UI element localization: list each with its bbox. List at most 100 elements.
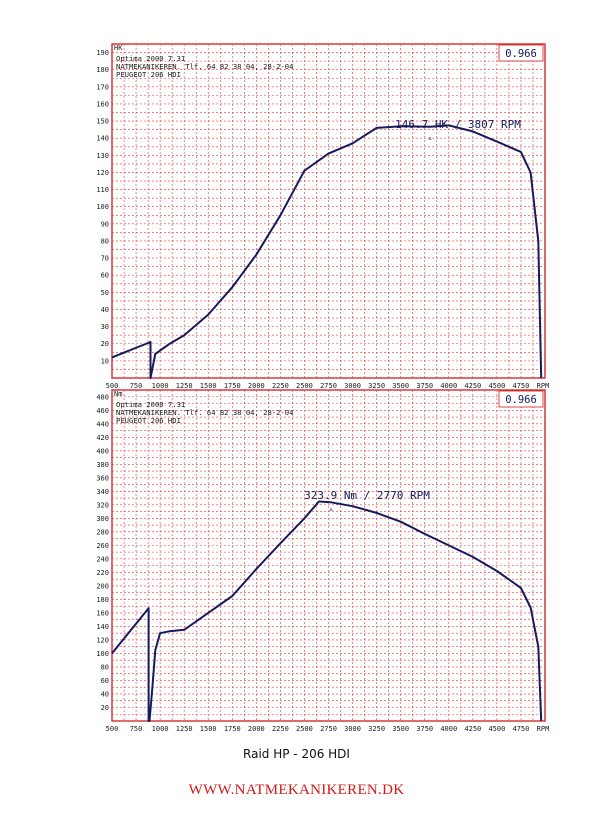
y-tick-label: 170 [96,83,109,91]
y-tick-label: 10 [101,357,109,365]
x-tick-label: 3750 [416,382,433,390]
power-curve-line [111,500,543,722]
y-tick-label: 420 [96,434,109,442]
header-line: NATMEKANIKEREN. Tlf. 64 82 38 04, 28-2-0… [116,62,293,71]
x-tick-label: 3000 [344,725,361,733]
x-tick-label: 2250 [272,382,289,390]
x-tick-label: 4000 [440,382,457,390]
header-line: Optima 2000 7.31 [116,54,185,63]
header-line: PEUGEOT 206 HDI [116,70,181,79]
x-tick-label: 750 [130,725,143,733]
torque-chart: 20 40 60 80 100 120 140 160 180 200 220 240 260 280 30… [96,389,550,733]
y-tick-label: 440 [96,420,109,428]
y-tick-label: 280 [96,528,109,536]
y-tick-label: 150 [96,118,109,126]
power-curve-line [111,124,543,379]
x-tick-label: 1750 [224,725,241,733]
peak-annotation: 146.7 HK / 3807 RPM [395,118,521,131]
y-tick-label: 180 [96,596,109,604]
x-tick-label: 3750 [416,725,433,733]
x-tick-label: 750 [130,382,143,390]
y-tick-label: 40 [101,306,109,314]
correction-box [498,390,544,408]
y-tick-label: 20 [101,340,109,348]
x-tick-label: 4000 [440,725,457,733]
peak-annotation: 323.9 Nm / 2770 RPM [304,489,430,502]
y-tick-label: 30 [101,323,109,331]
y-tick-label: 60 [101,272,109,280]
x-tick-label: 4500 [488,382,505,390]
y-tick-label: 130 [96,152,109,160]
x-axis-label: RPM [537,725,550,733]
y-tick-label: 50 [101,289,109,297]
x-tick-label: 2000 [248,725,265,733]
y-tick-label: 320 [96,501,109,509]
y-tick-label: 160 [96,609,109,617]
y-tick-label: 110 [96,186,109,194]
correction-factor: 0.966 [505,48,537,60]
x-tick-label: 4750 [513,382,530,390]
y-tick-label: 340 [96,488,109,496]
x-tick-label: 2750 [320,725,337,733]
y-axis-unit-label: HK [114,44,123,52]
correction-box [498,44,544,62]
y-tick-label: 100 [96,203,109,211]
x-tick-label: 4250 [464,382,481,390]
x-tick-label: 500 [106,382,119,390]
peak-marker: ᐞ [329,507,333,515]
y-tick-label: 140 [96,135,109,143]
y-tick-label: 180 [96,66,109,74]
y-tick-label: 80 [101,663,109,671]
y-tick-label: 100 [96,650,109,658]
x-tick-label: 4500 [488,725,505,733]
x-tick-label: 1000 [152,725,169,733]
x-tick-label: 3000 [344,382,361,390]
y-tick-label: 40 [101,690,109,698]
y-axis-unit-label: Nm [114,390,122,398]
y-tick-label: 400 [96,447,109,455]
y-tick-label: 300 [96,515,109,523]
x-tick-label: 500 [106,725,119,733]
y-tick-label: 480 [96,393,109,401]
y-tick-label: 460 [96,407,109,415]
x-tick-label: 2500 [296,382,313,390]
x-tick-label: 3250 [368,725,385,733]
x-tick-label: 1000 [152,382,169,390]
x-tick-label: 2500 [296,725,313,733]
figure-caption: Raid HP - 206 HDI [243,747,350,761]
y-tick-label: 120 [96,636,109,644]
x-tick-label: 2000 [248,382,265,390]
website-link[interactable]: WWW.NATMEKANIKEREN.DK [188,782,405,798]
horsepower-chart: 10 20 30 40 50 60 70 80 90 100 110 120 130 140 150 160 1… [96,43,549,390]
y-tick-label: 190 [96,49,109,57]
header-line: Optima 2000 7.31 [116,400,185,409]
x-tick-label: 1500 [200,382,217,390]
y-tick-label: 70 [101,255,109,263]
y-tick-label: 90 [101,220,109,228]
plot-frame [111,43,546,379]
x-tick-label: 1250 [176,725,193,733]
x-tick-label: 1500 [200,725,217,733]
peak-marker: ᐞ [428,136,432,144]
y-tick-label: 60 [101,677,109,685]
x-tick-label: 4750 [513,725,530,733]
x-tick-label: 4250 [464,725,481,733]
correction-factor: 0.966 [505,394,537,406]
y-tick-label: 220 [96,569,109,577]
x-tick-label: 1250 [176,382,193,390]
y-tick-label: 120 [96,169,109,177]
y-tick-label: 360 [96,474,109,482]
header-line: NATMEKANIKEREN. Tlf. 64 82 38 04, 28-2-0… [116,408,293,417]
x-tick-label: 3250 [368,382,385,390]
y-tick-label: 80 [101,237,109,245]
y-tick-label: 380 [96,461,109,469]
y-tick-label: 140 [96,623,109,631]
x-tick-label: 3500 [392,382,409,390]
x-tick-label: 2250 [272,725,289,733]
y-tick-label: 160 [96,100,109,108]
x-tick-label: 2750 [320,382,337,390]
y-tick-label: 260 [96,542,109,550]
y-tick-label: 240 [96,555,109,563]
x-tick-label: 3500 [392,725,409,733]
header-line: PEUGEOT 206 HDI [116,416,181,425]
